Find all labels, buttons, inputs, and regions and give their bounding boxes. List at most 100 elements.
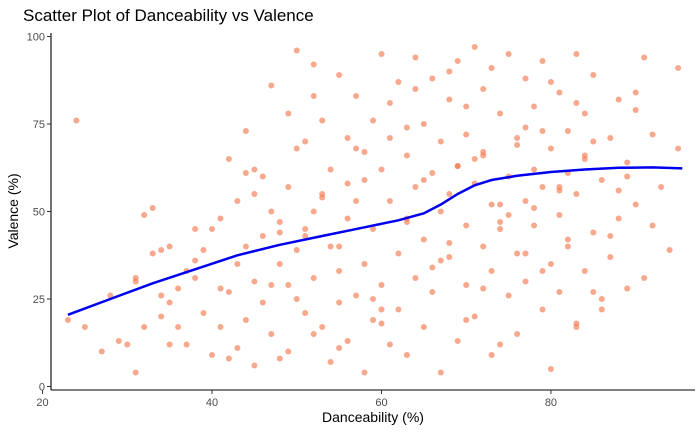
data-point (370, 117, 376, 124)
data-point (497, 226, 504, 232)
data-point (302, 310, 309, 316)
data-point (454, 58, 461, 64)
data-point (649, 131, 656, 138)
data-point (471, 313, 478, 320)
data-point (175, 285, 182, 292)
data-point (412, 86, 419, 92)
data-point (564, 128, 571, 134)
data-point (132, 369, 139, 376)
data-point (158, 292, 165, 299)
data-point (514, 250, 521, 257)
points-layer (64, 44, 682, 376)
y-axis-label: Valence (%) (5, 173, 21, 248)
data-point (149, 250, 156, 257)
data-point (497, 201, 504, 208)
data-point (302, 138, 309, 145)
data-point (598, 306, 605, 313)
data-point (209, 352, 215, 358)
data-point (624, 159, 631, 166)
data-point (581, 268, 588, 274)
data-point (564, 243, 571, 250)
data-point (514, 142, 521, 148)
data-point (641, 275, 648, 281)
data-point (531, 205, 537, 211)
data-point (319, 117, 326, 124)
data-point (403, 219, 410, 225)
data-point (276, 229, 283, 236)
data-point (412, 275, 419, 281)
data-point (361, 369, 368, 376)
data-point (615, 96, 622, 103)
y-tick-label: 100 (27, 32, 45, 44)
data-point (539, 306, 546, 313)
data-point (531, 103, 537, 110)
data-point (293, 247, 300, 253)
data-point (666, 247, 673, 253)
trend-line (67, 166, 683, 316)
data-point (81, 324, 88, 330)
data-point (361, 261, 368, 267)
data-point (344, 180, 351, 187)
data-point (429, 170, 436, 176)
data-point (378, 51, 385, 57)
data-point (615, 215, 622, 222)
data-point (378, 320, 385, 327)
data-point (344, 338, 351, 344)
data-point (573, 191, 580, 197)
data-point (200, 310, 207, 316)
data-point (488, 201, 495, 208)
data-point (615, 187, 622, 194)
data-point (437, 208, 444, 215)
data-point (590, 229, 597, 236)
data-point (251, 362, 258, 369)
data-point (429, 264, 436, 271)
data-point (624, 285, 631, 292)
data-point (361, 149, 368, 155)
data-point (353, 198, 360, 204)
data-point (183, 341, 190, 348)
data-point (344, 135, 351, 141)
data-point (488, 268, 495, 274)
data-point (420, 324, 427, 330)
chart-title: Scatter Plot of Danceability vs Valence (23, 6, 314, 25)
data-point (242, 170, 249, 176)
data-point (590, 289, 597, 295)
data-point (488, 65, 495, 71)
x-tick-label: 20 (36, 397, 48, 409)
data-point (234, 261, 241, 267)
data-point (242, 317, 249, 323)
data-point (480, 86, 487, 92)
data-point (420, 236, 427, 243)
data-point (556, 212, 563, 218)
data-point (268, 282, 275, 288)
data-point (225, 289, 232, 295)
data-point (378, 306, 385, 313)
data-point (293, 145, 300, 152)
data-point (607, 233, 614, 239)
data-point (514, 331, 521, 337)
data-point (547, 261, 554, 267)
data-point (446, 96, 453, 103)
data-point (522, 198, 529, 204)
data-point (531, 222, 537, 229)
y-tick-label: 25 (33, 294, 45, 306)
data-point (395, 250, 402, 257)
data-point (378, 166, 385, 173)
data-point (539, 128, 546, 134)
data-point (514, 135, 521, 141)
data-point (268, 208, 275, 215)
data-point (505, 292, 512, 299)
data-point (531, 166, 537, 173)
data-point (480, 152, 487, 159)
data-point (598, 296, 605, 302)
data-point (480, 285, 487, 292)
data-point (276, 355, 283, 362)
data-point (497, 219, 504, 225)
data-point (632, 201, 639, 208)
data-point (471, 156, 478, 162)
data-point (166, 341, 173, 348)
data-point (285, 282, 292, 288)
data-point (556, 89, 563, 96)
data-point (395, 79, 402, 85)
